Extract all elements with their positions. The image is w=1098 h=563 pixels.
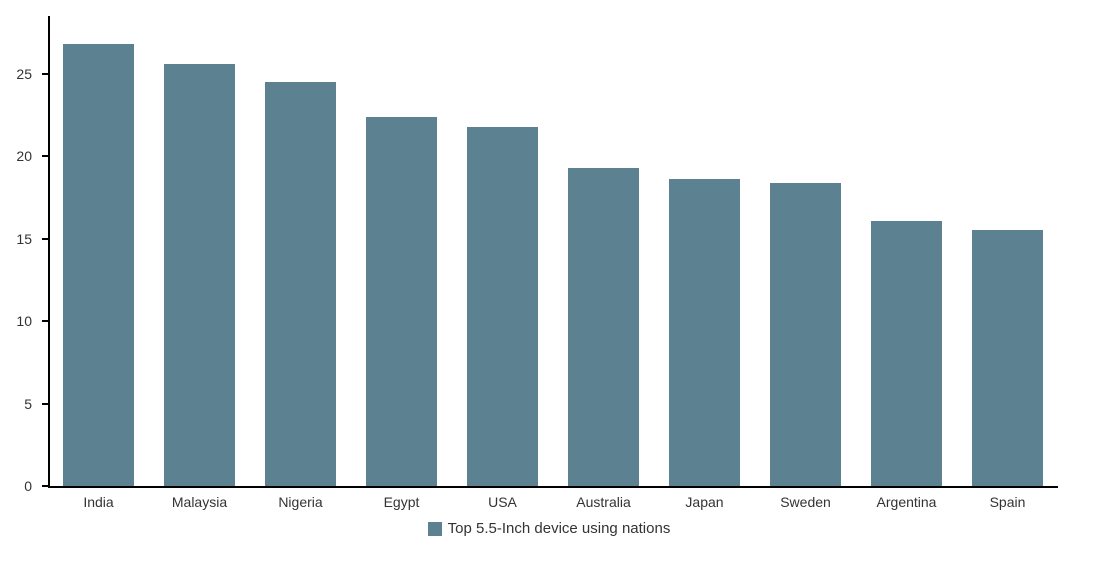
bar bbox=[568, 168, 640, 486]
x-category-label: Malaysia bbox=[149, 494, 250, 510]
x-category-label: Egypt bbox=[351, 494, 452, 510]
x-category-label: Japan bbox=[654, 494, 755, 510]
bar bbox=[972, 230, 1044, 486]
bar bbox=[467, 127, 539, 487]
bar bbox=[669, 179, 741, 486]
legend-swatch bbox=[428, 522, 442, 536]
bar bbox=[770, 183, 842, 486]
chart-container: 0510152025 IndiaMalaysiaNigeriaEgyptUSAA… bbox=[0, 0, 1098, 563]
y-tick-label: 0 bbox=[0, 478, 32, 494]
x-category-label: Sweden bbox=[755, 494, 856, 510]
y-tick-label: 10 bbox=[0, 313, 32, 329]
x-axis-line bbox=[48, 486, 1058, 488]
bar bbox=[265, 82, 337, 486]
y-tick-label: 25 bbox=[0, 66, 32, 82]
bar bbox=[871, 221, 943, 487]
x-category-label: Spain bbox=[957, 494, 1058, 510]
bar bbox=[366, 117, 438, 486]
legend: Top 5.5-Inch device using nations bbox=[0, 520, 1098, 537]
x-category-label: Nigeria bbox=[250, 494, 351, 510]
y-tick-label: 15 bbox=[0, 231, 32, 247]
legend-label: Top 5.5-Inch device using nations bbox=[448, 520, 671, 537]
x-category-label: Argentina bbox=[856, 494, 957, 510]
bar bbox=[63, 44, 135, 486]
bar bbox=[164, 64, 236, 486]
bars-group bbox=[48, 16, 1058, 486]
y-tick-label: 20 bbox=[0, 148, 32, 164]
x-category-label: India bbox=[48, 494, 149, 510]
y-tick-label: 5 bbox=[0, 396, 32, 412]
x-category-label: Australia bbox=[553, 494, 654, 510]
x-category-label: USA bbox=[452, 494, 553, 510]
